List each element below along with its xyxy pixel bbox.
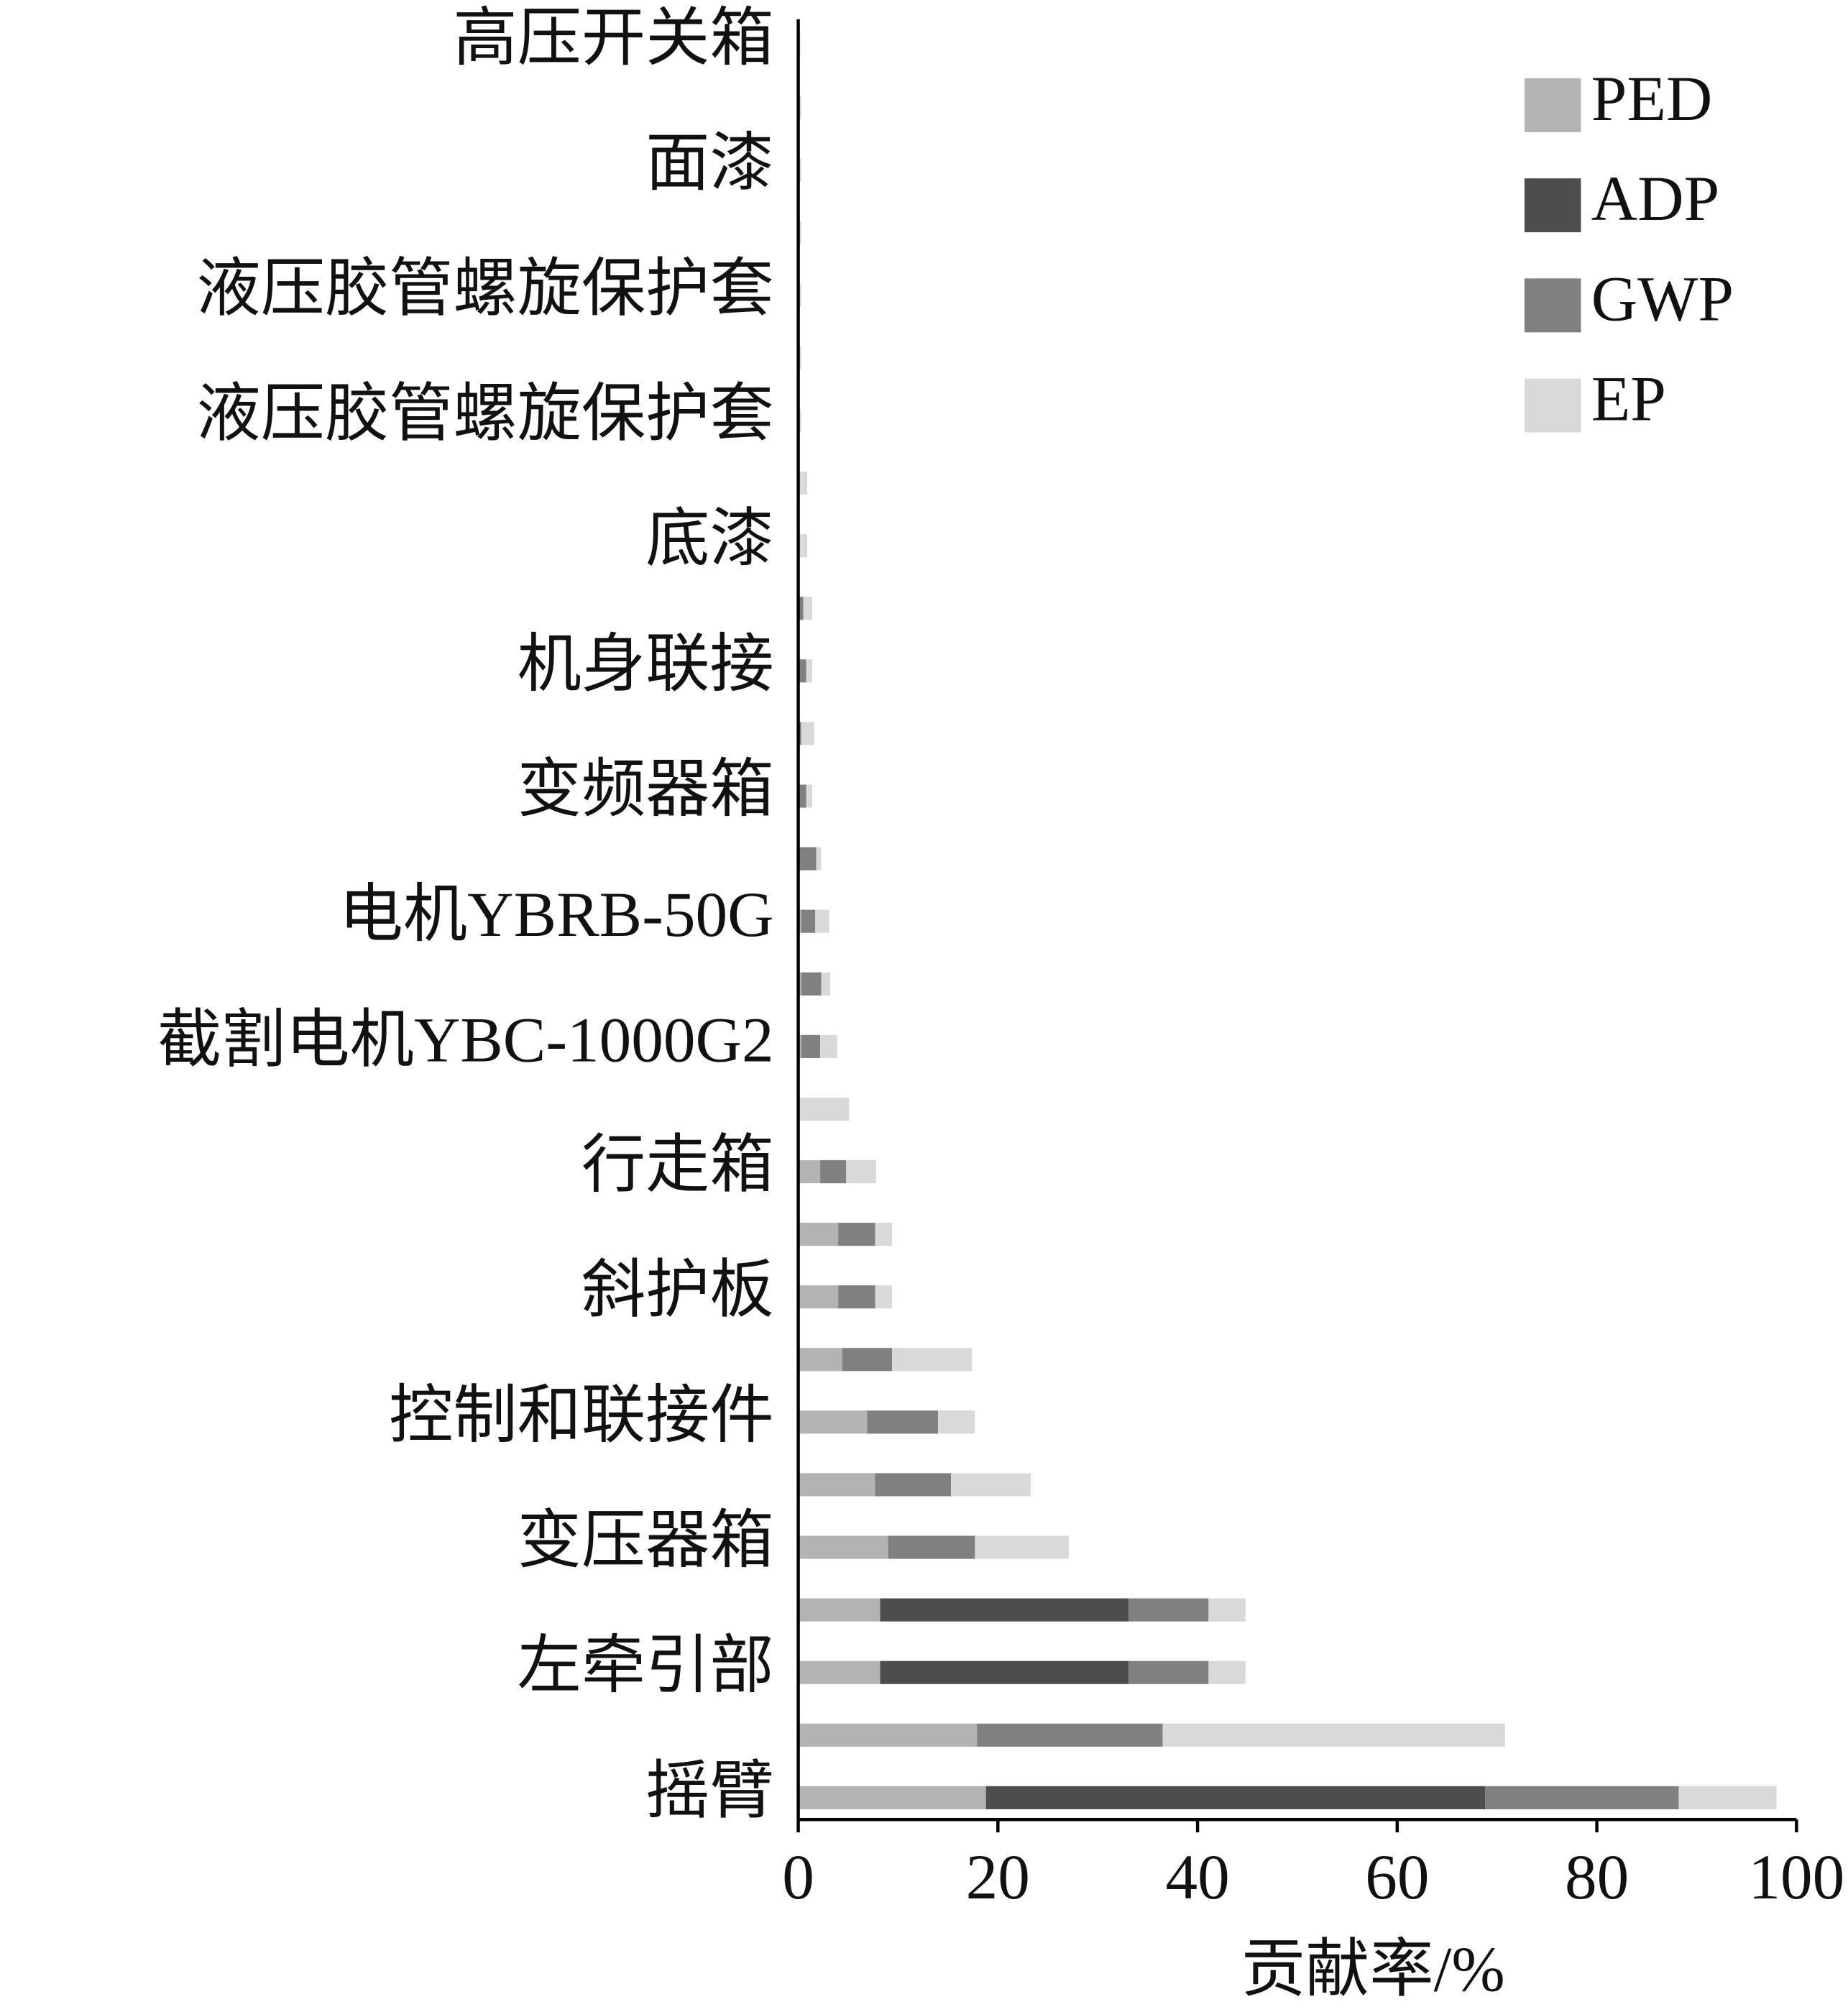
bar-segment <box>1128 1660 1209 1684</box>
legend-swatch <box>1524 378 1581 433</box>
bar-segment <box>1678 1786 1777 1809</box>
y-tick-label: 控制和联接件 <box>389 1380 774 1451</box>
bar-segment <box>1128 1598 1209 1622</box>
bar-segment <box>846 1159 876 1184</box>
bar-segment <box>798 1535 888 1559</box>
bar-segment <box>801 972 822 996</box>
bar-segment <box>880 1598 1129 1622</box>
y-tick-label: 面漆 <box>645 128 774 199</box>
bar-segment <box>816 847 822 871</box>
y-tick-label: 电机YBRB-50G <box>339 879 774 950</box>
bar-segment <box>821 972 831 996</box>
bar-segment <box>798 472 808 495</box>
legend-label: GWP <box>1591 263 1734 334</box>
legend-label: ADP <box>1591 163 1720 234</box>
x-tick-label: 60 <box>1365 1842 1429 1913</box>
y-tick-label: 变频器箱 <box>518 754 774 825</box>
bar-segment <box>798 597 804 620</box>
y-tick-label: 截割电机YBC-1000G2 <box>157 1004 774 1075</box>
bar-segment <box>801 909 816 933</box>
legend-swatch <box>1524 278 1581 333</box>
bar-segment <box>798 1660 881 1684</box>
y-tick-label: 行走箱 <box>581 1130 774 1201</box>
bar-segment <box>875 1473 952 1497</box>
legend-swatch <box>1524 178 1581 233</box>
y-tick-label: 液压胶管螺旋保护套 <box>196 378 773 449</box>
bar-segment <box>806 784 813 808</box>
bar-segment <box>1485 1786 1679 1809</box>
y-tick-label: 变压器箱 <box>518 1505 774 1576</box>
bar-segment <box>798 659 806 683</box>
bar-segment <box>798 1285 839 1309</box>
bar-segment <box>803 597 813 620</box>
bar-segment <box>875 1223 893 1246</box>
bar-segment <box>798 847 817 871</box>
bar-segment <box>1208 1598 1246 1622</box>
bar-segment <box>798 534 808 558</box>
bar-segment <box>798 1723 978 1747</box>
bar-segment <box>951 1473 1031 1497</box>
y-tick-label: 斜护板 <box>581 1255 774 1326</box>
bar-segment <box>798 1097 850 1121</box>
bar-segment <box>1162 1723 1505 1747</box>
bar-segment <box>842 1348 893 1372</box>
bar-segment <box>801 722 814 745</box>
x-tick-label: 100 <box>1748 1842 1844 1913</box>
bar-segment <box>798 1348 842 1372</box>
x-tick-label: 80 <box>1565 1842 1629 1913</box>
bar-segment <box>798 1786 986 1809</box>
bar-segment <box>820 1159 847 1184</box>
y-tick-label: 液压胶管螺旋保护套 <box>196 253 773 324</box>
x-tick-label: 40 <box>1165 1842 1229 1913</box>
bar-segment <box>820 1034 837 1058</box>
y-tick-label: 左牵引部 <box>518 1630 774 1701</box>
bar-segment <box>798 1473 875 1497</box>
bar-segment <box>798 1159 821 1184</box>
bar-segment <box>1208 1660 1246 1684</box>
bar-segment <box>815 909 829 933</box>
bar-segment <box>937 1410 975 1434</box>
bar-segment <box>806 659 813 683</box>
bar-segment <box>838 1223 875 1246</box>
x-axis-label: 贡献率/% <box>1241 1934 1505 2006</box>
bar-segment <box>798 784 806 808</box>
bar-segment <box>892 1348 973 1372</box>
bar-segment <box>888 1535 975 1559</box>
x-tick-label: 20 <box>966 1842 1030 1913</box>
bar-segment <box>867 1410 938 1434</box>
legend-label: PED <box>1591 63 1713 134</box>
y-tick-label: 机身联接 <box>518 629 774 700</box>
legend-swatch <box>1524 78 1581 132</box>
y-tick-label: 高压开关箱 <box>453 3 773 74</box>
bar-segment <box>798 1598 881 1622</box>
bar-segment <box>875 1285 893 1309</box>
bar-segment <box>880 1660 1129 1684</box>
bar-segment <box>838 1285 875 1309</box>
bar-segment <box>985 1786 1486 1809</box>
bar-segment <box>975 1535 1069 1559</box>
bar-segment <box>798 1410 868 1434</box>
bar-segment <box>977 1723 1163 1747</box>
bar-segment <box>798 1223 839 1246</box>
y-tick-label: 底漆 <box>645 504 774 575</box>
x-tick-label: 0 <box>782 1842 814 1913</box>
y-tick-label: 摇臂 <box>645 1755 774 1827</box>
legend-label: EP <box>1591 364 1666 435</box>
bar-segment <box>801 1034 821 1058</box>
